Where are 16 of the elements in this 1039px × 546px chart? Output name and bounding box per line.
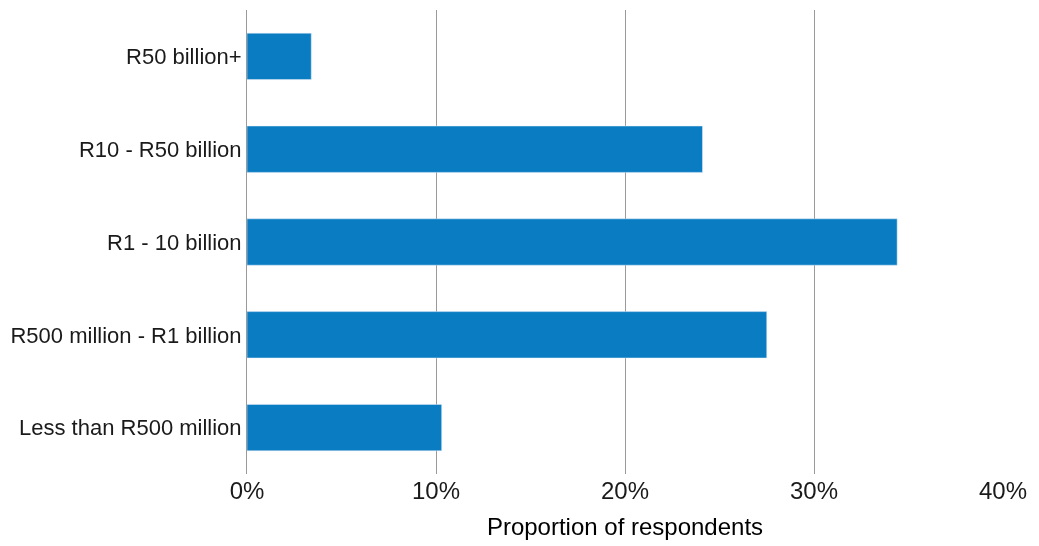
x-axis-title: Proportion of respondents: [486, 513, 764, 541]
x-tick-label: 0%: [229, 477, 265, 504]
x-tick-label: 30%: [789, 477, 839, 504]
y-tick-label: R50 billion+: [126, 44, 242, 70]
x-tick-label: 20%: [600, 477, 650, 504]
x-tick-label: 10%: [411, 477, 461, 504]
bar: [247, 311, 767, 359]
y-tick-label: Less than R500 million: [19, 415, 242, 441]
x-tick-label: 40%: [978, 477, 1028, 504]
bar: [247, 218, 898, 266]
bar: [247, 32, 312, 80]
y-tick-label: R500 million - R1 billion: [10, 322, 242, 348]
y-tick-label: R1 - 10 billion: [107, 229, 242, 255]
bar: [247, 404, 442, 452]
y-tick-label: R10 - R50 billion: [78, 136, 242, 162]
bar: [247, 125, 703, 173]
